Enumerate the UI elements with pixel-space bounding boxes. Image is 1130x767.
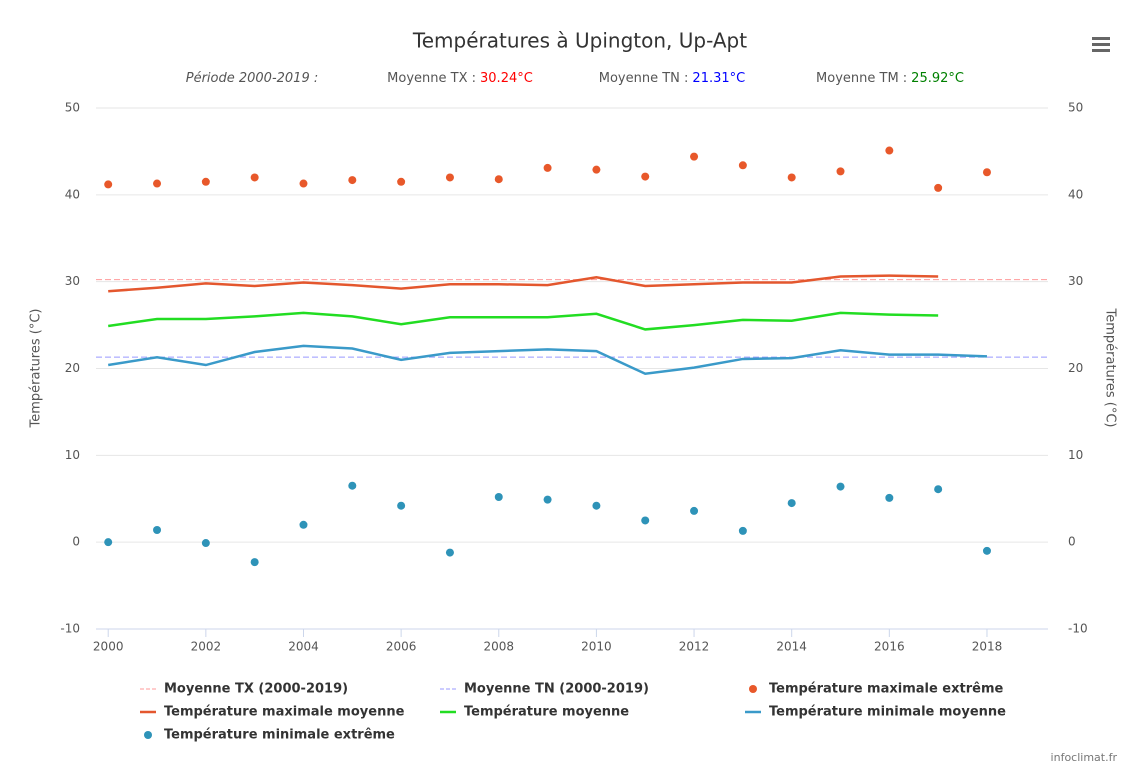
scatter-point <box>934 485 943 494</box>
subtitle-value: 25.92°C <box>911 71 964 86</box>
legend-item[interactable]: Température maximale moyenne <box>140 705 405 720</box>
chart-title: Températures à Upington, Up-Apt <box>412 29 747 53</box>
y2-tick-label: 30 <box>1068 274 1083 288</box>
legend-symbol <box>749 685 757 693</box>
scatter-point <box>982 168 991 177</box>
subtitle-label: Moyenne TX : <box>387 71 476 86</box>
y2-tick-label: -10 <box>1068 622 1088 636</box>
legend-label: Température maximale extrême <box>769 682 1004 697</box>
y-tick-label: -10 <box>60 622 80 636</box>
menu-icon[interactable] <box>1092 37 1110 52</box>
legend-item[interactable]: Moyenne TN (2000-2019) <box>440 682 649 697</box>
legend-label: Moyenne TN (2000-2019) <box>464 682 649 697</box>
credit: infoclimat.fr <box>1051 751 1118 764</box>
legend-item[interactable]: Température minimale moyenne <box>745 705 1006 720</box>
x-tick-label: 2018 <box>972 640 1003 654</box>
x-tick-label: 2014 <box>776 640 807 654</box>
scatter-point <box>104 538 113 547</box>
scatter-point <box>397 177 406 186</box>
scatter-point <box>690 152 699 161</box>
scatter-point <box>592 165 601 174</box>
scatter-point <box>201 177 210 186</box>
y2-tick-label: 50 <box>1068 101 1083 115</box>
scatter-point <box>934 183 943 192</box>
scatter-point <box>543 163 552 172</box>
legend-symbol <box>144 731 152 739</box>
y2-tick-label: 20 <box>1068 361 1083 375</box>
scatter-point <box>250 173 259 182</box>
series-line <box>108 311 939 331</box>
legend-label: Température maximale moyenne <box>164 705 405 720</box>
scatter-point <box>250 558 259 567</box>
scatter-point <box>445 548 454 557</box>
y-tick-label: 0 <box>72 535 80 549</box>
legend-label: Température minimale moyenne <box>769 705 1006 720</box>
scatter-point <box>543 495 552 504</box>
y2-axis-title: Températures (°C) <box>1103 308 1118 428</box>
scatter-point <box>787 173 796 182</box>
scatter-point <box>836 167 845 176</box>
series-line <box>108 344 988 375</box>
legend-label: Moyenne TX (2000-2019) <box>164 682 348 697</box>
y-tick-label: 10 <box>65 448 80 462</box>
scatter-point <box>641 172 650 181</box>
scatter-point <box>836 482 845 491</box>
legend-item[interactable]: Moyenne TX (2000-2019) <box>140 682 348 697</box>
x-tick-label: 2008 <box>483 640 514 654</box>
x-tick-label: 2000 <box>93 640 124 654</box>
scatter-point <box>445 173 454 182</box>
legend-label: Température minimale extrême <box>164 728 395 743</box>
x-tick-label: 2016 <box>874 640 905 654</box>
scatter-point <box>641 516 650 525</box>
scatter-point <box>885 493 894 502</box>
scatter-point <box>299 520 308 529</box>
y-tick-label: 20 <box>65 361 80 375</box>
y2-tick-label: 0 <box>1068 535 1076 549</box>
x-tick-label: 2004 <box>288 640 319 654</box>
x-tick-label: 2002 <box>191 640 222 654</box>
scatter-point <box>104 180 113 189</box>
scatter-point <box>397 501 406 510</box>
y-tick-label: 50 <box>65 101 80 115</box>
scatter-point <box>982 546 991 555</box>
y2-tick-label: 10 <box>1068 448 1083 462</box>
scatter-point <box>299 179 308 188</box>
y-tick-label: 40 <box>65 187 80 201</box>
scatter-point <box>885 146 894 155</box>
x-tick-label: 2012 <box>679 640 710 654</box>
scatter-point <box>592 501 601 510</box>
x-tick-label: 2006 <box>386 640 417 654</box>
scatter-point <box>201 539 210 548</box>
x-tick-label: 2010 <box>581 640 612 654</box>
subtitle-label: Moyenne TN : <box>599 71 689 86</box>
subtitle-item: Moyenne TN :21.31°C <box>599 71 745 86</box>
scatter-point <box>494 493 503 502</box>
subtitle-item: Période 2000-2019 : <box>186 71 319 86</box>
scatter-point <box>690 506 699 515</box>
subtitle-item: Moyenne TM : 25.92°C <box>816 71 964 86</box>
subtitle-item: Moyenne TX : 30.24°C <box>387 71 533 86</box>
scatter-point <box>348 481 357 490</box>
subtitle-label: Moyenne TM : <box>816 71 907 86</box>
subtitle-label: Période 2000-2019 : <box>186 71 319 86</box>
y-tick-label: 30 <box>65 274 80 288</box>
scatter-point <box>787 499 796 508</box>
y-axis-title: Températures (°C) <box>29 309 44 429</box>
y2-tick-label: 40 <box>1068 187 1083 201</box>
subtitle-value: 21.31°C <box>692 71 745 86</box>
legend-item[interactable]: Température moyenne <box>440 705 629 720</box>
legend-item[interactable]: Température maximale extrême <box>749 682 1004 697</box>
legend-label: Température moyenne <box>464 705 629 720</box>
scatter-point <box>738 161 747 170</box>
scatter-point <box>348 176 357 185</box>
scatter-point <box>153 179 162 188</box>
subtitle-value: 30.24°C <box>480 71 533 86</box>
legend-item[interactable]: Température minimale extrême <box>144 728 395 743</box>
scatter-point <box>494 175 503 184</box>
scatter-point <box>153 526 162 535</box>
scatter-point <box>738 526 747 535</box>
series-line <box>108 274 939 293</box>
